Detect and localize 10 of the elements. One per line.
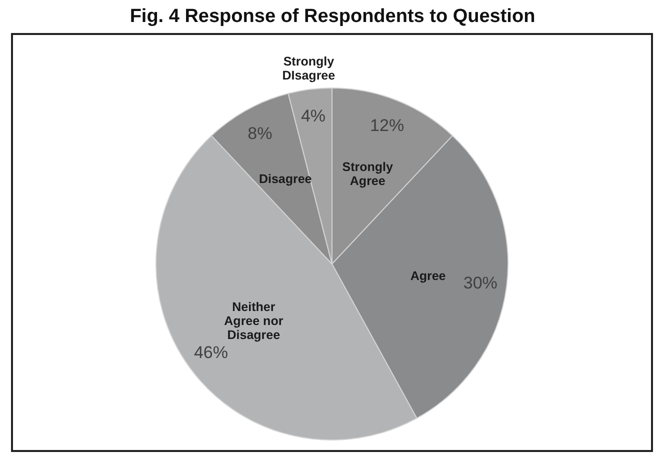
slice-label: Strongly Agree bbox=[342, 160, 394, 188]
slice-label: Neither Agree nor Disagree bbox=[224, 300, 284, 342]
data-label: 46% bbox=[194, 342, 228, 362]
data-label: 30% bbox=[463, 274, 498, 293]
data-label: 8% bbox=[248, 124, 272, 143]
chart-title: Fig. 4 Response of Respondents to Question bbox=[130, 6, 536, 27]
slice-label: Agree bbox=[410, 269, 446, 284]
data-label: 12% bbox=[370, 116, 404, 135]
slice-label: Strongly DIsagree bbox=[282, 54, 336, 82]
data-label: 4% bbox=[300, 106, 326, 126]
